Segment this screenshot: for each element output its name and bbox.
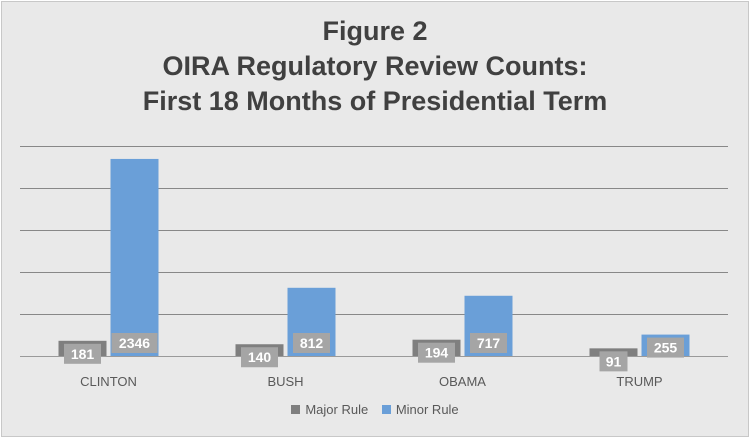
x-tick-label: OBAMA xyxy=(439,374,486,389)
legend-item-major: Major Rule xyxy=(291,402,368,417)
chart-title: Figure 2 OIRA Regulatory Review Counts: … xyxy=(0,14,750,119)
legend-swatch-major xyxy=(291,405,301,414)
data-label: 91 xyxy=(606,353,622,369)
data-label: 717 xyxy=(477,335,501,351)
data-label: 255 xyxy=(654,340,678,356)
title-line-2: OIRA Regulatory Review Counts: xyxy=(162,51,588,81)
legend: Major Rule Minor Rule xyxy=(0,402,750,417)
legend-label-major: Major Rule xyxy=(305,402,369,417)
legend-item-minor: Minor Rule xyxy=(381,402,459,417)
data-label-box xyxy=(470,333,507,353)
data-label-box xyxy=(293,333,330,353)
data-label: 2346 xyxy=(119,335,150,351)
data-label-box xyxy=(647,337,684,358)
data-label: 140 xyxy=(248,349,272,365)
data-label: 181 xyxy=(71,346,95,362)
data-label-box xyxy=(64,343,101,364)
legend-label-minor: Minor Rule xyxy=(395,402,459,417)
data-label: 194 xyxy=(425,345,449,361)
title-line-1: Figure 2 xyxy=(322,16,428,46)
title-line-3: First 18 Months of Presidential Term xyxy=(142,86,608,116)
x-tick-label: CLINTON xyxy=(80,374,137,389)
data-label-box xyxy=(111,333,158,353)
legend-swatch-minor xyxy=(381,405,391,414)
x-tick-label: TRUMP xyxy=(616,374,662,389)
bar-minor-clinton xyxy=(110,158,159,356)
data-label-box xyxy=(599,351,628,372)
data-label-box xyxy=(241,347,278,368)
x-tick-label: BUSH xyxy=(267,374,303,389)
data-label-box xyxy=(418,342,455,363)
data-label: 812 xyxy=(300,335,324,351)
